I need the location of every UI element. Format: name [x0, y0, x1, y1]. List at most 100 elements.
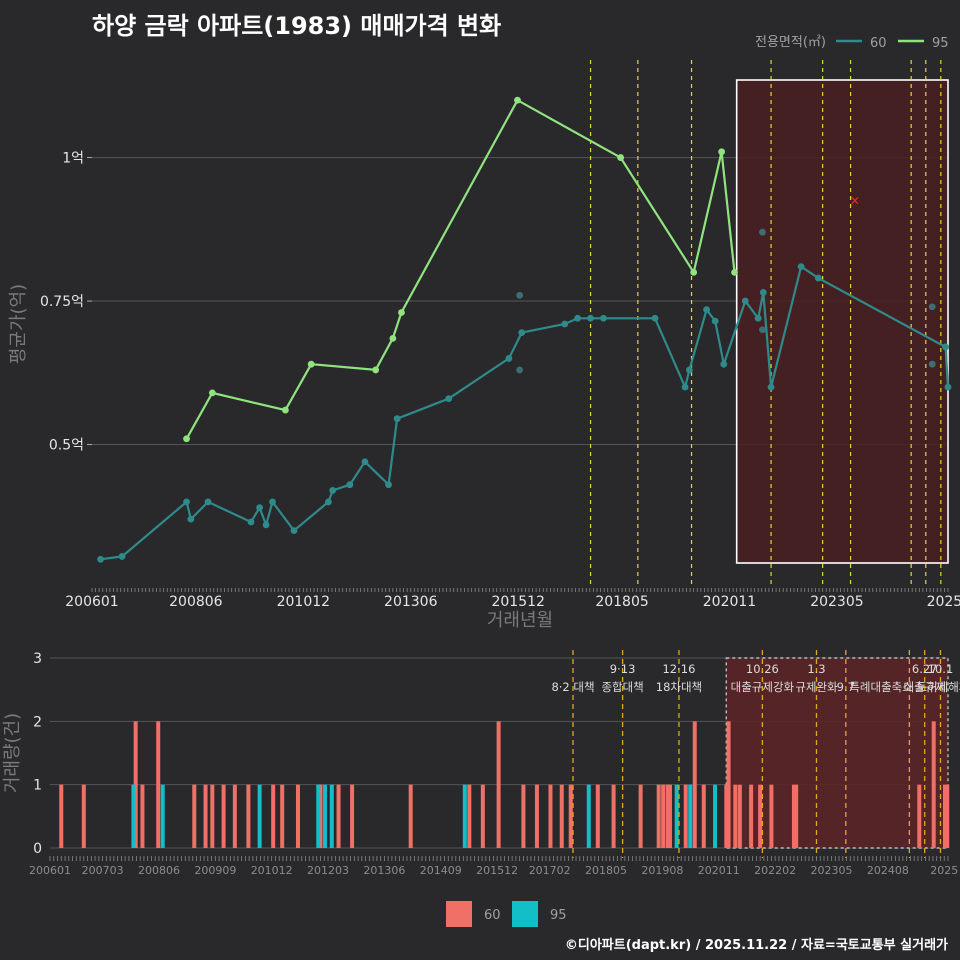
policy-name-label: 대출규제강화 — [731, 680, 795, 694]
bar-60 — [210, 784, 215, 848]
series-point-95 — [282, 406, 289, 414]
series-point-95 — [389, 334, 397, 342]
bar-60 — [59, 784, 64, 848]
bar-95 — [688, 784, 693, 848]
series-point-60 — [703, 306, 710, 314]
bar-60 — [559, 784, 564, 848]
bar-x-tick-label: 200806 — [138, 864, 180, 877]
bar-60 — [656, 784, 661, 848]
series-point-60 — [587, 314, 594, 322]
outlier-point-60 — [928, 303, 936, 311]
source-footer: ©디아파트(dapt.kr) / 2025.11.22 / 자료=국토교통부 실… — [564, 938, 948, 953]
x-tick-label: 201306 — [384, 594, 438, 610]
bar-95 — [462, 784, 467, 848]
series-point-60 — [720, 360, 728, 368]
bar-60 — [318, 784, 323, 848]
series-point-60 — [385, 481, 392, 489]
series-point-60 — [681, 383, 689, 391]
x-tick-label: 200806 — [169, 594, 223, 610]
bar-60 — [931, 721, 936, 848]
y-tick-label: 0.75억 — [40, 294, 84, 310]
series-point-60 — [256, 504, 264, 512]
y-tick-label: 1억 — [62, 151, 84, 167]
bar-60 — [724, 784, 729, 848]
bar-x-tick-label: 201203 — [307, 864, 349, 877]
bar-60 — [480, 784, 485, 848]
series-point-60 — [393, 415, 401, 423]
bar-60 — [638, 784, 643, 848]
bar-60 — [661, 784, 666, 848]
y-tick-label: 0.5억 — [49, 438, 84, 454]
series-point-60 — [290, 527, 298, 535]
outlier-x-marker: × — [850, 194, 860, 208]
bar-legend-label-95: 95 — [550, 908, 567, 923]
bar-y-tick-label: 1 — [33, 778, 42, 794]
bar-95 — [329, 784, 334, 848]
series-point-60 — [518, 329, 526, 337]
bar-95 — [131, 784, 136, 848]
bar-60 — [611, 784, 616, 848]
x-tick-label: 2025 — [927, 594, 960, 610]
policy-date-label: 6.27 — [912, 662, 938, 676]
bar-95 — [316, 784, 321, 848]
bar-60 — [945, 784, 950, 848]
series-point-60 — [97, 555, 104, 563]
bar-95 — [257, 784, 262, 848]
bar-x-tick-label: 201306 — [363, 864, 405, 877]
series-point-60 — [651, 314, 659, 322]
series-point-60 — [600, 314, 607, 322]
bar-60 — [794, 784, 799, 848]
bar-60 — [133, 721, 138, 848]
series-point-95 — [398, 309, 405, 316]
policy-date-label: 10.1 — [928, 662, 954, 676]
policy-name-label: 8·2 대책 — [551, 680, 594, 694]
bar-x-tick-label: 201908 — [641, 864, 683, 877]
legend-title: 전용면적(㎡) — [755, 35, 826, 50]
bar-95 — [713, 784, 718, 848]
bar-x-tick-label: 201012 — [251, 864, 293, 877]
y-axis-title: 평균가(억) — [8, 284, 29, 364]
series-point-60 — [754, 314, 762, 322]
bar-95 — [674, 784, 679, 848]
series-point-95 — [183, 435, 190, 443]
series-point-60 — [329, 487, 337, 494]
policy-name-label: 9.7 — [837, 680, 855, 694]
series-point-60 — [685, 366, 693, 374]
x-axis-title: 거래년월 — [487, 610, 553, 631]
series-point-60 — [561, 320, 569, 328]
outlier-point-60 — [759, 326, 766, 334]
bar-60 — [683, 784, 688, 848]
bar-60 — [336, 784, 341, 848]
bar-60 — [769, 784, 774, 848]
bar-highlight-box — [725, 657, 949, 849]
outlier-point-60 — [516, 291, 524, 299]
bar-x-tick-label: 202408 — [867, 864, 909, 877]
bar-legend-swatch-60 — [446, 901, 472, 927]
bar-95 — [323, 784, 328, 848]
series-point-60 — [797, 263, 805, 271]
series-point-60 — [247, 518, 255, 526]
bar-x-tick-label: 2025 — [930, 864, 958, 877]
series-point-60 — [361, 458, 369, 466]
series-line-95 — [185, 98, 736, 440]
series-point-95 — [372, 366, 380, 374]
bar-60 — [521, 784, 526, 848]
x-tick-label: 202011 — [703, 594, 756, 610]
bar-60 — [749, 784, 754, 848]
legend-label-95: 95 — [932, 36, 949, 51]
bar-95 — [586, 784, 591, 848]
outlier-point-60 — [928, 360, 936, 368]
policy-date-label: 1.3 — [807, 662, 825, 676]
bar-60 — [758, 784, 763, 848]
series-point-60 — [711, 317, 719, 325]
series-point-60 — [183, 498, 190, 506]
bar-x-tick-label: 202011 — [698, 864, 740, 877]
series-point-60 — [942, 343, 949, 351]
series-point-60 — [445, 395, 453, 403]
bar-60 — [221, 784, 226, 848]
bar-x-tick-label: 200909 — [194, 864, 236, 877]
bar-60 — [496, 721, 501, 848]
legend-label-60: 60 — [870, 36, 887, 51]
outlier-point-60 — [759, 228, 766, 236]
